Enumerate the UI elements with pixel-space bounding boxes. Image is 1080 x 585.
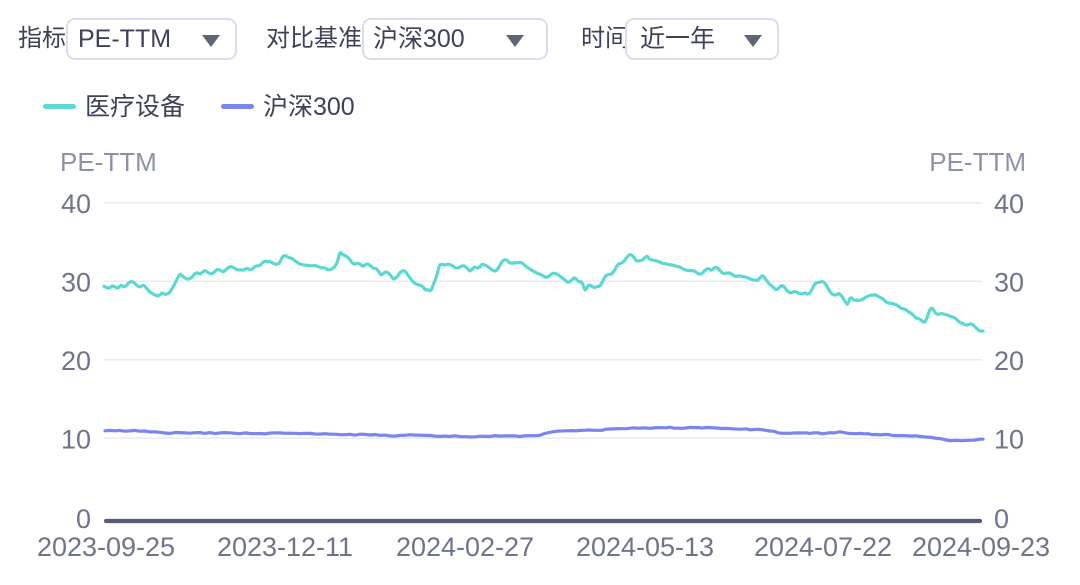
svg-text:0: 0 bbox=[994, 504, 1009, 534]
svg-text:2023-09-25: 2023-09-25 bbox=[37, 532, 175, 562]
svg-text:0: 0 bbox=[76, 504, 91, 534]
svg-text:2024-09-23: 2024-09-23 bbox=[912, 532, 1050, 562]
svg-text:2023-12-11: 2023-12-11 bbox=[217, 532, 353, 562]
svg-text:2024-05-13: 2024-05-13 bbox=[576, 532, 714, 562]
svg-text:2024-07-22: 2024-07-22 bbox=[754, 532, 892, 562]
svg-text:20: 20 bbox=[61, 346, 91, 376]
svg-text:10: 10 bbox=[994, 424, 1024, 454]
svg-text:40: 40 bbox=[994, 189, 1024, 219]
svg-text:30: 30 bbox=[61, 268, 91, 298]
svg-text:20: 20 bbox=[994, 346, 1024, 376]
svg-text:PE-TTM: PE-TTM bbox=[60, 147, 157, 177]
svg-text:40: 40 bbox=[61, 189, 91, 219]
svg-text:PE-TTM: PE-TTM bbox=[929, 147, 1026, 177]
svg-text:2024-02-27: 2024-02-27 bbox=[396, 532, 534, 562]
svg-text:30: 30 bbox=[994, 268, 1024, 298]
svg-text:10: 10 bbox=[61, 424, 91, 454]
